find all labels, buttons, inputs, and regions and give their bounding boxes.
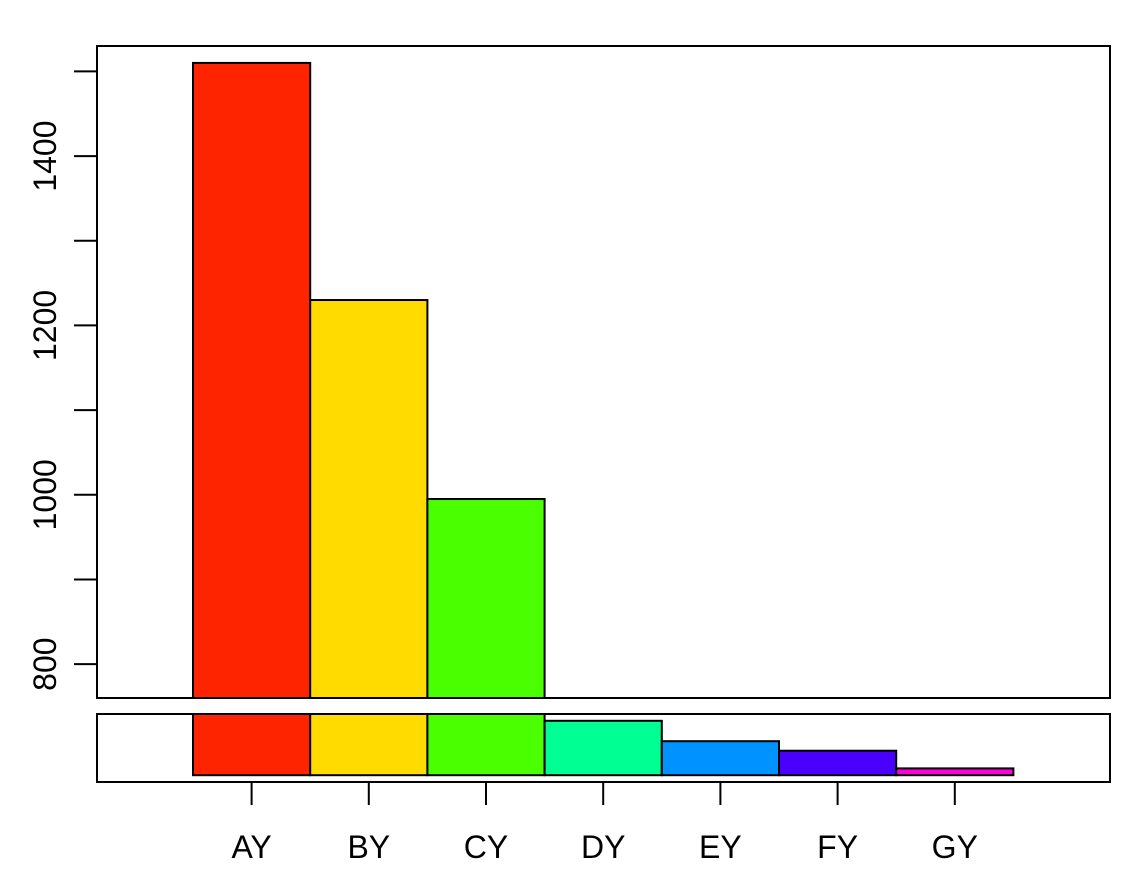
bar-ey-lower bbox=[660, 740, 780, 777]
bar-by-lower bbox=[309, 713, 429, 777]
x-tick-label-by: BY bbox=[347, 829, 390, 865]
bar-gy-lower bbox=[895, 767, 1015, 777]
bar-cy-lower bbox=[426, 713, 546, 777]
lower-panel bbox=[96, 713, 1111, 783]
bar-ay-lower bbox=[192, 713, 312, 777]
x-axis: AY BY CY DY EY FY GY bbox=[231, 781, 978, 865]
bar-ay bbox=[192, 61, 312, 700]
x-tick-label-dy: DY bbox=[581, 829, 625, 865]
y-tick-label-800: 800 bbox=[27, 637, 63, 690]
bar-dy-lower bbox=[543, 719, 663, 777]
bar-fy-lower bbox=[778, 749, 898, 777]
lower-bars bbox=[192, 713, 1015, 777]
x-tick-label-ey: EY bbox=[699, 829, 742, 865]
x-tick-label-cy: CY bbox=[464, 829, 508, 865]
bar-cy bbox=[426, 498, 546, 700]
y-tick-label-1400: 1400 bbox=[27, 120, 63, 191]
x-tick-label-ay: AY bbox=[231, 829, 271, 865]
upper-bars bbox=[192, 61, 546, 700]
y-tick-label-1000: 1000 bbox=[27, 459, 63, 530]
bar-by bbox=[309, 299, 429, 699]
y-axis: 800 1000 1200 1400 bbox=[27, 70, 98, 691]
x-tick-label-gy: GY bbox=[932, 829, 978, 865]
upper-panel: 800 1000 1200 1400 bbox=[27, 45, 1111, 700]
y-tick-label-1200: 1200 bbox=[27, 290, 63, 361]
x-tick-label-fy: FY bbox=[817, 829, 858, 865]
